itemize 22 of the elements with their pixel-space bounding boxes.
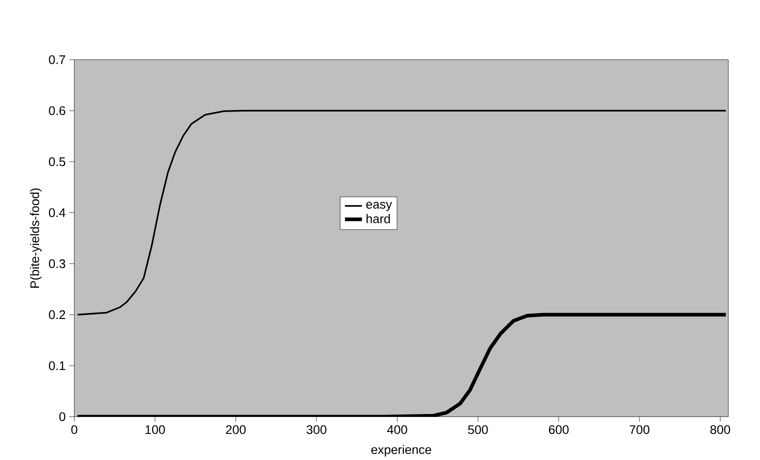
y-tick-label: 0.2 (48, 310, 66, 320)
y-tick-label: 0 (59, 412, 66, 422)
line-series (76, 110, 727, 316)
legend-label: hard (366, 214, 390, 224)
x-tick-label: 700 (630, 425, 650, 434)
x-tick-label: 600 (548, 425, 569, 434)
y-tick-label: 0.3 (48, 259, 66, 268)
x-tick-label: 200 (226, 425, 246, 434)
y-axis-title: P(bite-yields-food) (30, 188, 42, 288)
x-axis-title: experience (371, 444, 432, 457)
x-tick-label: 0 (71, 425, 78, 434)
legend-label: easy (366, 202, 392, 212)
y-tick-label: 0.5 (48, 157, 66, 166)
y-tick-label: 0.6 (48, 106, 66, 116)
x-tick-label: 100 (146, 425, 165, 434)
x-tick-label: 800 (710, 425, 730, 434)
x-tick-label: 500 (468, 425, 488, 434)
y-tick-label: 0.7 (48, 55, 66, 64)
y-tick-label: 0.4 (48, 208, 66, 218)
y-tick-label: 0.1 (48, 361, 66, 370)
x-tick-label: 300 (306, 425, 326, 434)
x-tick-label: 400 (387, 425, 408, 434)
